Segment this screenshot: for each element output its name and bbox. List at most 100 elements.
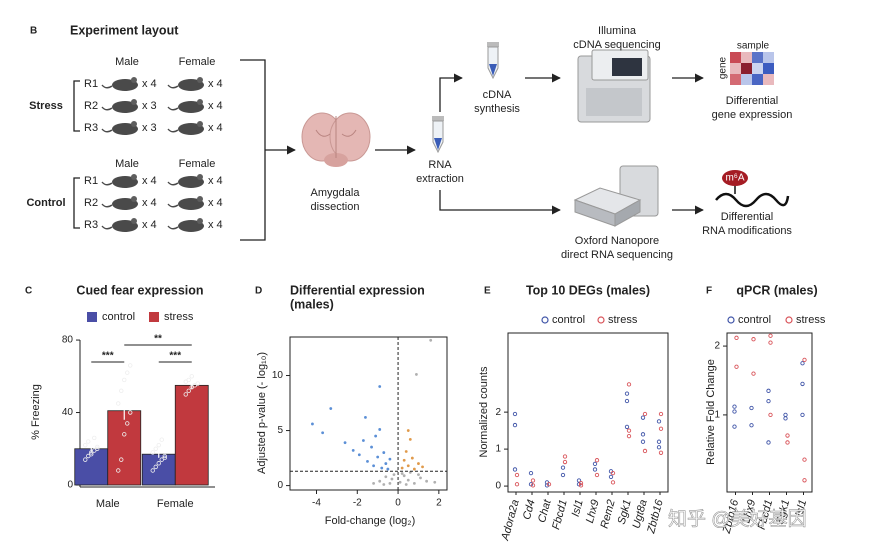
legend-label: stress (164, 311, 194, 323)
panel-label: F (706, 286, 712, 297)
column-header: Male (115, 56, 139, 68)
mouse-tail (101, 181, 113, 186)
chart-title: Differential expression (290, 283, 425, 297)
y-tick-label: 5 (277, 425, 283, 436)
data-point (433, 480, 437, 484)
mouse-ear (197, 196, 203, 202)
data-point (768, 340, 773, 345)
data-point (412, 467, 416, 471)
data-point (390, 477, 394, 481)
x-tick-label: Isl1 (570, 498, 586, 518)
mouse-ear (197, 99, 203, 105)
data-point (162, 455, 167, 461)
data-point (642, 411, 648, 417)
step-label: extraction (416, 173, 464, 185)
step-label: RNA (428, 159, 452, 171)
data-point (734, 364, 739, 369)
count: x 4 (208, 197, 223, 209)
group-bracket (240, 59, 266, 241)
sequencer-icon (577, 49, 651, 123)
mouse-icon (167, 99, 204, 113)
data-point (429, 338, 433, 342)
mouse-body (112, 198, 138, 210)
chart-title: (males) (290, 297, 334, 311)
data-point (610, 480, 616, 485)
y-tick-label: 2 (714, 341, 720, 352)
count: x 4 (142, 175, 157, 187)
modification-label: m⁶A (725, 173, 744, 184)
x-axis-label: Fold-change (log₂) (325, 515, 415, 527)
data-point (156, 442, 161, 448)
data-point (153, 446, 158, 451)
mouse-tail (101, 106, 113, 111)
data-point (732, 404, 737, 409)
data-point (421, 465, 424, 469)
x-tick-label: -4 (312, 498, 321, 509)
row-label: R2 (84, 100, 98, 112)
data-point (412, 481, 416, 485)
data-point (642, 448, 648, 454)
step-label: cDNA sequencing (573, 39, 660, 51)
mouse-tail (101, 225, 113, 230)
data-point (749, 423, 754, 428)
step-label: synthesis (474, 103, 520, 115)
legend-swatch (87, 312, 97, 322)
nanopore-icon (573, 165, 659, 227)
data-point (189, 374, 194, 379)
data-point (378, 385, 382, 388)
data-point (514, 482, 520, 487)
data-point (400, 466, 404, 470)
mouse-body (178, 198, 204, 210)
x-tick-label: Chat (536, 498, 554, 524)
data-point (374, 434, 378, 438)
data-point (802, 457, 807, 462)
data-point (116, 401, 121, 406)
data-point (122, 377, 127, 383)
data-point (785, 440, 790, 445)
legend-marker (727, 316, 735, 324)
data-point (417, 462, 420, 465)
data-point (382, 451, 386, 454)
data-point (366, 459, 369, 463)
mouse-ear (131, 196, 137, 202)
data-point (92, 435, 97, 441)
mouse-tail (101, 128, 113, 133)
mouse-ear (131, 99, 137, 105)
step-label: gene expression (712, 109, 793, 121)
mouse-ear (197, 121, 203, 127)
data-point (640, 415, 646, 420)
data-point (592, 461, 598, 467)
data-point (415, 373, 418, 376)
data-point (768, 333, 773, 338)
mouse-body (178, 176, 204, 188)
step-label: Oxford Nanopore (575, 235, 659, 247)
mouse-ear (131, 77, 137, 83)
row-label: R3 (84, 122, 98, 134)
mouse-icon (101, 196, 138, 210)
data-point (376, 455, 380, 459)
data-point (382, 483, 386, 486)
step-label: dissection (311, 201, 360, 213)
data-point (378, 428, 382, 431)
data-point (406, 464, 410, 468)
mouse-icon (101, 99, 138, 113)
data-point (150, 468, 155, 473)
data-point (119, 388, 124, 393)
data-point (512, 422, 518, 428)
plot-frame (289, 336, 448, 491)
column-header: Male (115, 158, 139, 170)
data-point (594, 472, 600, 478)
bar (74, 448, 109, 486)
count: x 4 (208, 122, 223, 134)
data-point (122, 432, 127, 437)
x-tick-label: 0 (395, 498, 401, 509)
data-point (732, 409, 737, 414)
data-point (404, 450, 408, 453)
data-point (119, 457, 124, 462)
y-axis-label: % Freezing (30, 384, 42, 440)
data-point (311, 422, 314, 426)
y-tick-label: 1 (495, 444, 501, 455)
data-point (95, 446, 100, 451)
heatmap-icon (730, 52, 774, 85)
